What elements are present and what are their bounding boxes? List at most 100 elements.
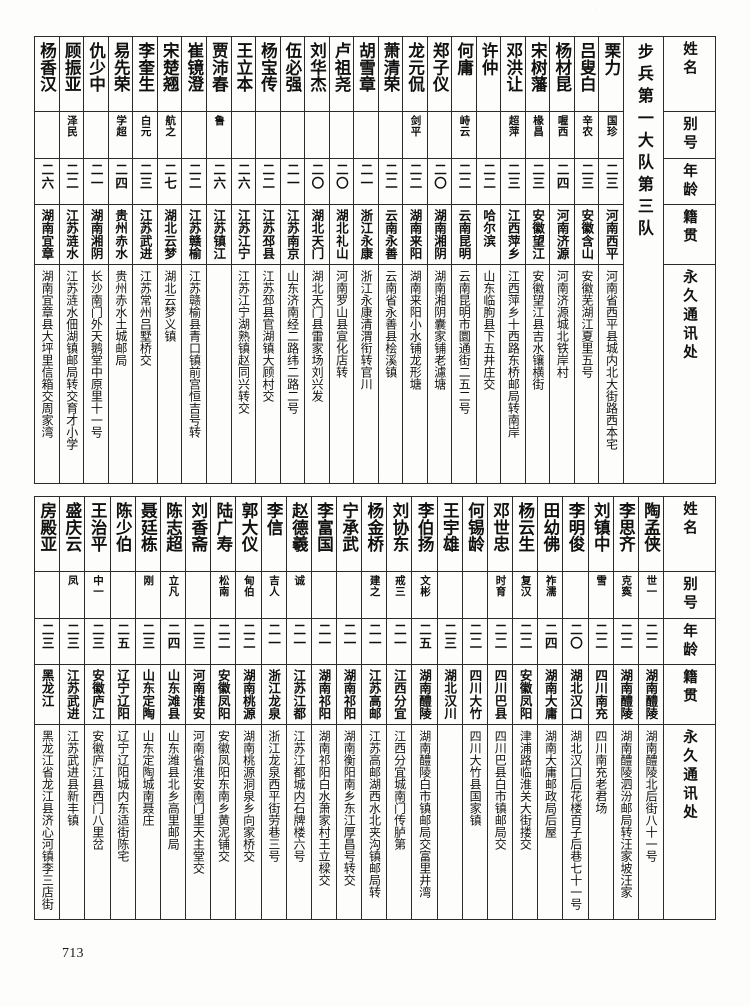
- row-header-name-text: 姓名: [681, 41, 699, 79]
- cell-alias: 剑平: [402, 111, 428, 159]
- cell-native-text: 江苏涟水: [64, 209, 80, 260]
- cell-native-text: 贵州赤水: [113, 209, 129, 260]
- table-row-name: 姓名 步兵第一大队第三队 栗力 吕叟白 杨材昆 宋树藩 邓洪让 许仲 何庸 郑子仪 龙元侃 萧清荣 胡雪…: [34, 36, 716, 484]
- cell-age: 二〇: [304, 157, 330, 206]
- cell-native: 湖南醴陵: [612, 664, 639, 725]
- cell-address: 江西分宜城南门传胪第: [386, 723, 413, 921]
- cell-name: 宁承武: [335, 496, 363, 572]
- cell-age: 二一: [335, 617, 363, 666]
- cell-age: 二三: [524, 157, 551, 206]
- cell-native: 江西萍乡: [500, 204, 526, 265]
- cell-age: 二〇: [328, 157, 355, 206]
- cell-native: 四川南充: [587, 664, 614, 725]
- table-row-name: 姓名 陶孟侠 李思齐 刘镇中 李明俊 田幼佛 杨云生 邓世忠 何锡龄 王宇雄 李伯扬 刘协东 杨金桥 宁承…: [33, 496, 716, 572]
- cell-alias-text: 世一: [645, 575, 658, 597]
- cell-alias: 松南: [210, 571, 237, 619]
- cell-alias-text: 学超: [115, 115, 128, 137]
- cell-name-text: 刘镇中: [591, 502, 611, 553]
- cell-address-text: 江苏邳县官湖镇大顾村交: [261, 269, 276, 402]
- cell-address-text: 湖南祁阳白水萧家村王立樑交: [317, 729, 332, 886]
- cell-address-text: 湖南湘阴囊家铺老濾塘: [432, 269, 447, 390]
- cell-name-text: 崔镜澄: [184, 42, 204, 93]
- cell-age: 二一: [386, 617, 413, 666]
- cell-native-text: 湖北天门: [309, 209, 325, 260]
- cell-address: 湖南大庸邮政局后屋: [537, 723, 564, 921]
- cell-name: 卢祖尧: [328, 36, 355, 112]
- cell-name-text: 李奎生: [135, 42, 155, 93]
- cell-address: 四川大竹县国家镇: [461, 723, 488, 921]
- cell-alias: 诚: [285, 571, 312, 619]
- cell-address-text: 辽宁辽阳城内东适街陈宅: [115, 729, 130, 862]
- cell-address: 安徽凤阳东南乡黄泥铺交: [210, 723, 237, 921]
- cell-native-text: 安徽望江: [530, 209, 546, 260]
- cell-name-text: 胡雪章: [356, 42, 376, 93]
- cell-address-text: 江苏赣榆县青口镇前宫恒吉号转: [187, 269, 202, 438]
- cell-name-text: 李伯扬: [415, 502, 435, 553]
- cell-native: 黑龙江: [33, 664, 61, 725]
- cell-age: 二四: [537, 617, 564, 666]
- cell-native: 云南永善: [377, 204, 404, 265]
- cell-address: 黑龙江省龙江县济心河镇李三店街: [33, 723, 61, 921]
- cell-address: 湖南醴陵白市镇邮局交富里井湾: [411, 723, 438, 921]
- cell-name-text: 盛庆云: [62, 502, 82, 553]
- cell-native: 安徽凤阳: [512, 664, 539, 725]
- cell-name-text: 许仲: [479, 42, 499, 76]
- row-header-age-text: 年龄: [681, 622, 699, 661]
- cell-alias: 时育: [486, 571, 514, 619]
- cell-name-text: 杨材昆: [552, 42, 572, 93]
- cell-name-text: 仇少中: [86, 42, 106, 93]
- cell-name-text: 顾振亚: [62, 42, 82, 93]
- row-header-address: 永久通讯处: [663, 263, 716, 485]
- cell-native: 湖北礼山: [328, 204, 355, 265]
- cell-alias: [353, 111, 379, 159]
- cell-name-text: 聂廷栋: [138, 502, 158, 553]
- cell-age-text: 二二: [481, 162, 497, 190]
- cell-alias-text: 时育: [494, 575, 507, 597]
- cell-native-text: 安徽凤阳: [215, 669, 231, 720]
- cell-alias: [335, 571, 363, 619]
- cell-name: 房殿亚: [33, 496, 61, 572]
- cell-age: 二二: [402, 157, 428, 206]
- cell-address: 江苏武进县新丰镇: [59, 723, 86, 921]
- cell-name: 刘香斋: [185, 496, 212, 572]
- cell-age-text: 二一: [88, 162, 104, 190]
- cell-age-text: 二二: [517, 622, 533, 650]
- cell-address-text: 湖南来阳小水铺龙形塘: [408, 269, 423, 390]
- cell-age-text: 二一: [391, 622, 407, 650]
- cell-name: 王立本: [230, 36, 257, 112]
- cell-native-text: 云南昆明: [456, 209, 472, 260]
- cell-alias-text: 雪: [595, 575, 608, 586]
- cell-age: 二一: [83, 157, 109, 206]
- cell-native-text: 山东定陶: [140, 669, 156, 720]
- roster-table-bottom: 姓名 陶孟侠 李思齐 刘镇中 李明俊 田幼佛 杨云生 邓世忠 何锡龄 王宇雄 李伯扬 刘协东 杨金桥 宁承…: [33, 496, 716, 921]
- row-header-name-text: 姓名: [681, 501, 699, 539]
- cell-alias-text: 刚: [142, 575, 155, 586]
- cell-native: 湖北汉川: [436, 664, 463, 725]
- cell-age-text: 二三: [505, 162, 521, 190]
- cell-alias: 戒三: [386, 571, 413, 619]
- cell-address: [205, 263, 232, 485]
- cell-age: 二三: [33, 617, 61, 666]
- cell-age-text: 二三: [89, 622, 105, 650]
- cell-alias: 峙云: [451, 111, 477, 159]
- cell-alias-text: 鲁: [213, 115, 226, 126]
- cell-age-text: 二〇: [567, 622, 583, 650]
- cell-address-text: 云南昆明市圜通街二五二号: [457, 269, 472, 414]
- cell-age: 二二: [486, 617, 514, 666]
- cell-address-text: 湖南醴陵北后街八十一号: [644, 729, 659, 862]
- cell-native-text: 湖南桃源: [240, 669, 256, 720]
- cell-native-text: 江西分宜: [391, 669, 407, 720]
- cell-native-text: 四川南充: [593, 669, 609, 720]
- cell-alias-text: 戒三: [393, 575, 406, 597]
- cell-address-text: 四川大竹县国家镇: [468, 729, 483, 826]
- cell-native-text: 安徽凤阳: [517, 669, 533, 720]
- page-number: 713: [62, 946, 84, 961]
- cell-name-text: 王治平: [88, 502, 108, 553]
- cell-alias: 鲁: [205, 111, 232, 159]
- cell-name-text: 陶孟侠: [641, 502, 661, 553]
- cell-age-text: 二五: [417, 622, 433, 650]
- cell-age-text: 二一: [358, 162, 374, 190]
- cell-address-text: 湖南醴陵泗汾邮局转汪家坡汪家: [619, 729, 633, 898]
- cell-name: 邓洪让: [500, 36, 526, 112]
